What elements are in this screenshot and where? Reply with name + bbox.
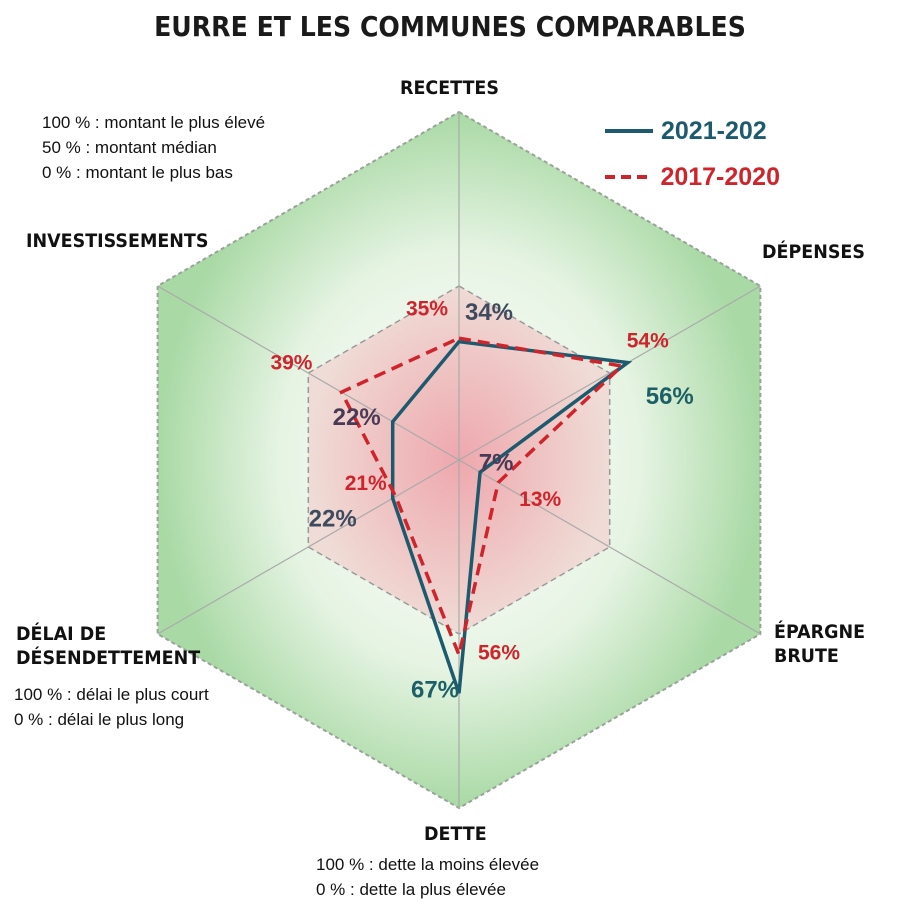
- axis-line: [458, 459, 761, 635]
- note-line: 0 % : montant le plus bas: [42, 163, 233, 182]
- note-line: 0 % : délai le plus long: [14, 710, 185, 729]
- axis-line: [157, 459, 460, 635]
- axis-label-dette: DETTE: [424, 823, 487, 845]
- axis-line: [458, 285, 761, 461]
- value-label: 21%: [345, 472, 387, 495]
- dette-note: 100 % : dette la moins élevée 0 % : dett…: [316, 852, 539, 902]
- note-line: 100 % : délai le plus court: [14, 685, 209, 704]
- note-line: 0 % : dette la plus élevée: [316, 880, 506, 899]
- axis-label-recettes: RECETTES: [400, 77, 499, 99]
- legend-item: 2021-202: [605, 108, 780, 154]
- axis-line: [157, 285, 460, 461]
- axis-label-delai: DÉLAI DE DÉSENDETTEMENT: [16, 623, 201, 669]
- axis-label-epargne-brute: ÉPARGNE BRUTE: [774, 621, 866, 667]
- value-label: 67%: [411, 677, 459, 704]
- value-label: 34%: [465, 299, 513, 326]
- value-label: 56%: [646, 383, 694, 410]
- dashed-line-swatch-icon: [605, 175, 653, 179]
- value-label: 35%: [406, 298, 448, 321]
- axis-label-investissements: INVESTISSEMENTS: [26, 230, 209, 252]
- value-label: 7%: [479, 450, 514, 477]
- legend-item: 2017-2020: [605, 154, 780, 200]
- value-label: 13%: [519, 488, 561, 511]
- chart-title: EURRE ET LES COMMUNES COMPARABLES: [154, 10, 746, 43]
- series-line-1: [339, 336, 626, 661]
- axis-label-depenses: DÉPENSES: [762, 241, 865, 263]
- legend: 2021-202 2017-2020: [605, 108, 780, 200]
- legend-label: 2021-202: [661, 117, 767, 145]
- value-label: 22%: [309, 506, 357, 533]
- value-label: 54%: [627, 330, 669, 353]
- solid-line-swatch-icon: [605, 129, 653, 133]
- scale-note: 100 % : montant le plus élevé 50 % : mon…: [42, 110, 265, 185]
- legend-label: 2017-2020: [660, 163, 780, 191]
- series-line-0: [390, 339, 633, 694]
- note-line: 50 % : montant médian: [42, 138, 217, 157]
- note-line: 100 % : montant le plus élevé: [42, 113, 266, 132]
- value-label: 39%: [270, 352, 312, 375]
- note-line: 100 % : dette la moins élevée: [316, 855, 540, 874]
- delai-note: 100 % : délai le plus court 0 % : délai …: [14, 682, 209, 732]
- value-label: 56%: [478, 641, 520, 664]
- value-label: 22%: [333, 404, 381, 431]
